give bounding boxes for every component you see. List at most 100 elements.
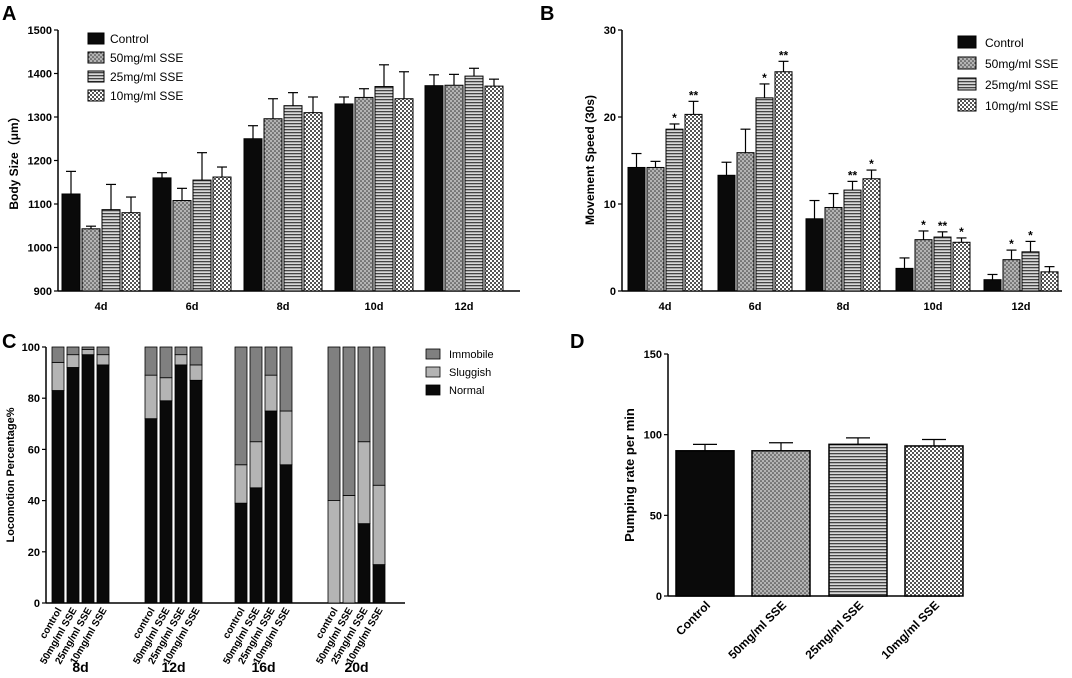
panel-d-x-tick-label: Control — [673, 598, 713, 638]
panel-c-legend-swatch — [425, 348, 441, 360]
panel-a-legend-swatch — [87, 89, 105, 102]
panel-c-y-tick-label: 80 — [28, 393, 40, 405]
panel-a-bar — [484, 85, 504, 292]
panel-d-y-tick-label: 0 — [656, 591, 662, 603]
panel-b-x-tick-label: 4d — [659, 301, 672, 313]
panel-c-group-label: 16d — [251, 659, 275, 675]
panel-d-bar — [675, 450, 735, 597]
panel-c-y-tick-label: 100 — [22, 342, 40, 354]
panel-c-stack-segment — [327, 500, 341, 604]
panel-a-y-tick-label: 1200 — [28, 156, 52, 168]
panel-a-y-axis-title: Body Size（μm） — [6, 110, 21, 209]
panel-c-stack-segment — [234, 502, 248, 604]
panel-c-stack-segment — [327, 346, 341, 502]
panel-a-bar — [263, 118, 283, 292]
panel-c-stack-segment — [96, 346, 110, 356]
panel-b-legend-label: Control — [985, 36, 1024, 50]
panel-c-stack-segment — [174, 346, 188, 356]
panel-b-bar — [627, 166, 646, 292]
panel-c-stack-segment — [264, 346, 278, 376]
panel-a-bar — [243, 138, 263, 292]
panel-c-stack-segment — [234, 464, 248, 504]
panel-b-bar — [805, 218, 824, 292]
panel-d-x-tick-label: 25mg/ml SSE — [802, 598, 866, 662]
panel-c-y-axis-title: Locomotion Percentage% — [5, 407, 17, 542]
panel-b-x-tick-label: 6d — [749, 301, 762, 313]
panel-a-bar — [192, 179, 212, 292]
panel-a-legend-swatch — [87, 70, 105, 83]
panel-b-legend-label: 50mg/ml SSE — [985, 57, 1058, 71]
panel-letter-c: C — [2, 331, 16, 353]
panel-c-stack-segment — [357, 523, 371, 604]
panel-b-y-axis-title: Movement Speed (30s) — [583, 95, 597, 225]
panel-c-stack-segment — [174, 364, 188, 604]
panel-c-y-tick-label: 40 — [28, 496, 40, 508]
panel-c-group-label: 8d — [72, 659, 88, 675]
panel-b-bar — [933, 236, 952, 292]
panel-b-significance-mark: * — [762, 71, 767, 85]
panel-a-bar — [334, 103, 354, 292]
panel-a-legend-label: 50mg/ml SSE — [110, 51, 183, 65]
panel-c-stack-segment — [159, 346, 173, 379]
panel-b-bar — [646, 166, 665, 292]
panel-b-bar — [736, 152, 755, 292]
panel-b-bar — [952, 241, 971, 292]
panel-c-stack-segment — [279, 410, 293, 466]
panel-c-stack-segment — [372, 564, 386, 604]
panel-b-bar — [665, 128, 684, 292]
panel-c-legend-label: Immobile — [449, 349, 494, 361]
panel-a-bar — [212, 176, 232, 292]
panel-c-stack-segment — [96, 364, 110, 604]
panel-c-stack-segment — [66, 354, 80, 368]
panel-b-bar — [914, 239, 933, 292]
panel-b-bar — [843, 189, 862, 292]
panel-a-bar — [121, 212, 141, 292]
panel-c-stack-segment — [51, 346, 65, 363]
panel-d-y-axis-title: Pumping rate per min — [622, 408, 637, 542]
panel-b-y-tick-label: 20 — [604, 112, 616, 124]
panel-a-bar — [152, 177, 172, 292]
panel-a-bar — [101, 209, 121, 292]
panel-c-stack-segment — [357, 441, 371, 525]
panel-a-bar — [283, 105, 303, 292]
panel-b-x-tick-label: 8d — [837, 301, 850, 313]
panel-b-significance-mark: * — [959, 225, 964, 239]
panel-a-bar — [464, 75, 484, 292]
panel-a-bar — [374, 86, 394, 292]
panel-b-legend-label: 10mg/ml SSE — [985, 99, 1058, 113]
panel-a-x-tick-label: 12d — [455, 301, 474, 313]
panel-c-stack-segment — [144, 374, 158, 420]
panel-a-legend-swatch — [87, 32, 105, 45]
panel-a-body-size-chart: 900 1000 1100 1200 1300 1400 1500 4d 6d 8d 10d 12d B… — [6, 25, 520, 313]
panel-c-y-tick-label: 60 — [28, 444, 40, 456]
panel-c-legend-label: Normal — [449, 385, 484, 397]
panel-letter-a: A — [2, 3, 16, 25]
panel-letter-d: D — [570, 331, 584, 353]
panel-b-bar — [895, 267, 914, 292]
panel-a-bar — [394, 98, 414, 292]
panel-b-significance-mark: ** — [779, 48, 789, 62]
panel-c-stack-segment — [144, 418, 158, 604]
panel-d-bar — [904, 445, 964, 597]
panel-c-stack-segment — [51, 361, 65, 391]
panel-c-stack-segment — [249, 346, 263, 443]
panel-c-stack-segment — [81, 349, 95, 356]
panel-c-stack-segment — [51, 390, 65, 604]
panel-c-stack-segment — [279, 464, 293, 604]
panel-a-bar — [81, 228, 101, 292]
panel-a-bar — [61, 193, 81, 292]
panel-c-stack-segment — [234, 346, 248, 466]
panel-c-legend-swatch — [425, 384, 441, 396]
panel-a-bar — [303, 112, 323, 292]
panel-c-stack-segment — [81, 346, 95, 350]
panel-d-x-tick-label: 50mg/ml SSE — [725, 598, 789, 662]
panel-c-stack-segment — [342, 346, 356, 496]
panel-c-stack-segment — [372, 484, 386, 565]
panel-d-y-tick-label: 150 — [644, 349, 662, 361]
panel-b-y-tick-label: 0 — [610, 286, 616, 298]
panel-a-legend-swatch — [87, 51, 105, 64]
panel-b-significance-mark: ** — [938, 219, 948, 233]
panel-a-legend-label: 25mg/ml SSE — [110, 70, 183, 84]
